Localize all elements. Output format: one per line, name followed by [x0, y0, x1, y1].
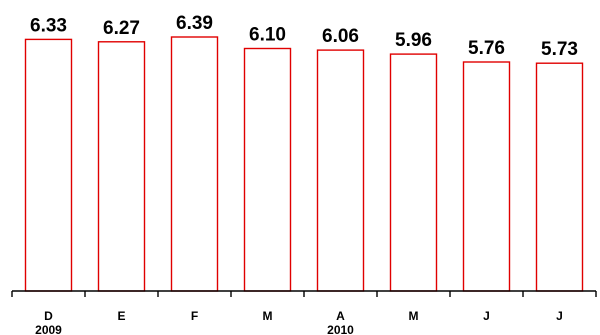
value-label-7: 5.73 — [541, 39, 578, 60]
value-labels-layer: 6.33 6.27 6.39 6.10 6.06 5.96 5.76 5.73 — [30, 13, 578, 60]
tick-label-0: D — [44, 309, 53, 323]
year-label-1: 2010 — [327, 323, 354, 335]
bars-layer — [24, 36, 584, 292]
tick-label-3: M — [263, 309, 273, 323]
year-labels: 2009 2010 — [35, 323, 354, 335]
value-label-1: 6.27 — [103, 18, 140, 39]
tick-label-5: M — [409, 309, 419, 323]
value-label-6: 5.76 — [468, 38, 505, 59]
tick-label-2: F — [191, 309, 198, 323]
x-axis-ticks — [11, 291, 597, 297]
tick-label-4: A — [336, 309, 345, 323]
value-label-5: 5.96 — [395, 30, 432, 51]
value-label-3: 6.10 — [249, 25, 286, 46]
value-label-0: 6.33 — [30, 15, 67, 36]
bar-5 — [389, 53, 438, 292]
bar-7 — [535, 62, 584, 292]
bar-0 — [24, 38, 73, 292]
year-label-0: 2009 — [35, 323, 62, 335]
bar-2 — [170, 36, 219, 292]
tick-label-7: J — [556, 309, 563, 323]
tick-label-1: E — [117, 309, 125, 323]
bar-6 — [462, 61, 511, 292]
bar-1 — [97, 41, 146, 292]
bar-4 — [316, 49, 365, 292]
tick-label-6: J — [483, 309, 490, 323]
value-label-2: 6.39 — [176, 13, 213, 34]
bar-3 — [243, 47, 292, 292]
value-label-4: 6.06 — [322, 26, 359, 47]
